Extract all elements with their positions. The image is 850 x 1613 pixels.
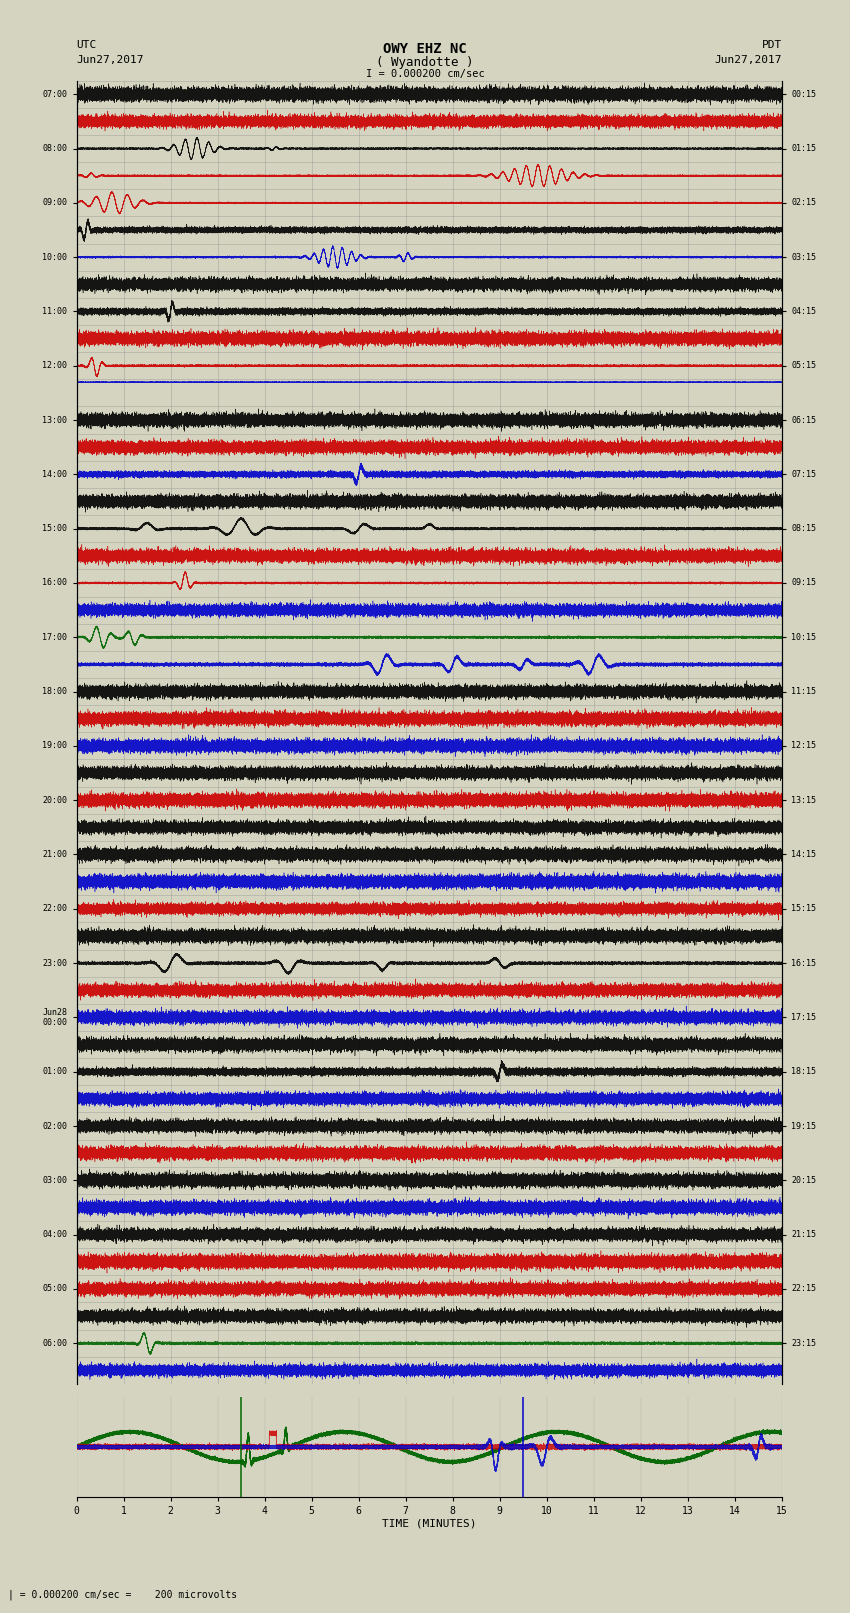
Text: UTC: UTC xyxy=(76,40,97,50)
Text: OWY EHZ NC: OWY EHZ NC xyxy=(383,42,467,56)
Text: | = 0.000200 cm/sec =    200 microvolts: | = 0.000200 cm/sec = 200 microvolts xyxy=(8,1589,238,1600)
Text: I = 0.000200 cm/sec: I = 0.000200 cm/sec xyxy=(366,69,484,79)
Text: Jun27,2017: Jun27,2017 xyxy=(715,55,782,65)
Text: PDT: PDT xyxy=(762,40,782,50)
Text: ( Wyandotte ): ( Wyandotte ) xyxy=(377,56,473,69)
X-axis label: TIME (MINUTES): TIME (MINUTES) xyxy=(382,1519,477,1529)
Text: Jun27,2017: Jun27,2017 xyxy=(76,55,144,65)
